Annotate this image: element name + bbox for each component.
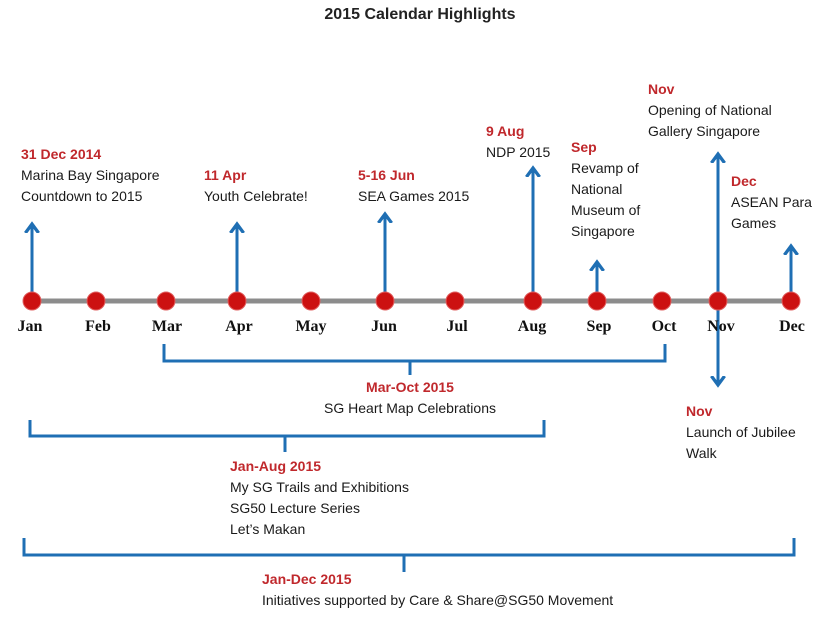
event-line: NDP 2015 bbox=[486, 144, 551, 160]
event-line: ASEAN Para bbox=[731, 194, 812, 210]
event-date: 31 Dec 2014 bbox=[21, 146, 102, 162]
range-trails: Jan-Aug 2015 My SG Trails and Exhibition… bbox=[230, 456, 409, 540]
event-date: Nov bbox=[686, 403, 713, 419]
month-label-sep: Sep bbox=[586, 318, 612, 335]
event-line: Launch of Jubilee bbox=[686, 424, 796, 440]
range-line: Initiatives supported by Care & Share@SG… bbox=[262, 592, 614, 608]
range-date: Jan-Dec 2015 bbox=[262, 571, 352, 587]
month-marker-feb bbox=[86, 291, 106, 311]
month-label-nov: Nov bbox=[707, 318, 735, 335]
month-label-feb: Feb bbox=[85, 318, 111, 335]
bracket-heart-map bbox=[162, 344, 667, 375]
event-date: 9 Aug bbox=[486, 123, 525, 139]
event-youth: 11 Apr Youth Celebrate! bbox=[204, 165, 308, 207]
month-label-may: May bbox=[295, 318, 327, 335]
range-line: My SG Trails and Exhibitions bbox=[230, 479, 409, 495]
month-marker-may bbox=[301, 291, 321, 311]
event-jubilee: Nov Launch of Jubilee Walk bbox=[686, 401, 796, 464]
month-label-jul: Jul bbox=[446, 318, 468, 335]
page-title: 2015 Calendar Highlights bbox=[324, 6, 516, 23]
month-marker-jun bbox=[375, 291, 395, 311]
event-date: 11 Apr bbox=[204, 167, 247, 183]
event-asean: Dec ASEAN Para Games bbox=[731, 171, 812, 234]
event-line: Youth Celebrate! bbox=[204, 188, 308, 204]
event-date: Dec bbox=[731, 173, 757, 189]
event-line: Gallery Singapore bbox=[648, 123, 761, 139]
event-line: Games bbox=[731, 215, 777, 231]
month-marker-dec bbox=[781, 291, 801, 311]
event-date: 5-16 Jun bbox=[358, 167, 415, 183]
event-line: SEA Games 2015 bbox=[358, 188, 470, 204]
month-marker-mar bbox=[156, 291, 176, 311]
event-gallery: Nov Opening of National Gallery Singapor… bbox=[648, 79, 772, 142]
month-label-dec: Dec bbox=[779, 318, 805, 335]
month-label-jun: Jun bbox=[371, 318, 397, 335]
event-line: Museum of bbox=[571, 202, 641, 218]
event-line: Revamp of bbox=[571, 160, 639, 176]
month-marker-sep bbox=[587, 291, 607, 311]
event-line: Opening of National bbox=[648, 102, 772, 118]
month-marker-aug bbox=[523, 291, 543, 311]
range-line: SG50 Lecture Series bbox=[230, 500, 360, 516]
month-label-apr: Apr bbox=[225, 318, 253, 335]
range-care-share: Jan-Dec 2015 Initiatives supported by Ca… bbox=[262, 569, 613, 611]
event-countdown: 31 Dec 2014 Marina Bay Singapore Countdo… bbox=[21, 144, 160, 207]
event-line: National bbox=[571, 181, 623, 197]
month-label-jan: Jan bbox=[17, 318, 43, 335]
month-marker-nov bbox=[708, 291, 728, 311]
event-museum: Sep Revamp of National Museum of Singapo… bbox=[571, 137, 640, 242]
event-date: Nov bbox=[648, 81, 675, 97]
range-date: Mar-Oct 2015 bbox=[366, 379, 454, 395]
month-marker-jul bbox=[445, 291, 465, 311]
month-marker-oct bbox=[652, 291, 672, 311]
event-date: Sep bbox=[571, 139, 597, 155]
range-line: Let’s Makan bbox=[230, 521, 306, 537]
event-line: Marina Bay Singapore bbox=[21, 167, 160, 183]
range-heart-map: Mar-Oct 2015 SG Heart Map Celebrations bbox=[310, 377, 510, 419]
month-label-oct: Oct bbox=[651, 318, 677, 335]
event-line: Countdown to 2015 bbox=[21, 188, 143, 204]
event-sea-games: 5-16 Jun SEA Games 2015 bbox=[358, 165, 469, 207]
month-marker-apr bbox=[227, 291, 247, 311]
range-date: Jan-Aug 2015 bbox=[230, 458, 322, 474]
event-ndp: 9 Aug NDP 2015 bbox=[486, 121, 550, 163]
month-marker-jan bbox=[22, 291, 42, 311]
month-label-aug: Aug bbox=[517, 318, 547, 335]
event-line: Singapore bbox=[571, 223, 635, 239]
range-line: SG Heart Map Celebrations bbox=[324, 400, 496, 416]
event-line: Walk bbox=[686, 445, 717, 461]
bracket-care-share bbox=[22, 538, 796, 572]
bracket-trails bbox=[28, 420, 546, 452]
month-label-mar: Mar bbox=[151, 318, 183, 335]
